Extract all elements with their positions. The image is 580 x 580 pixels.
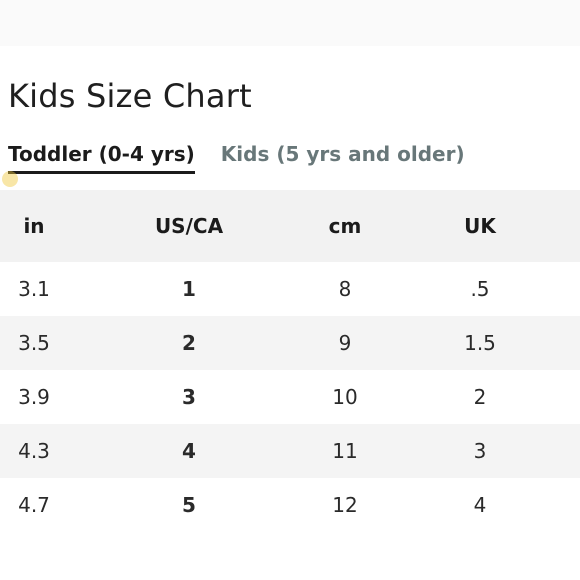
page-title: Kids Size Chart [8, 77, 252, 115]
table-row: 4.7 5 12 4 [0, 478, 580, 532]
cell-us-ca: 5 [182, 493, 196, 517]
table-row: 3.1 1 8 .5 [0, 262, 580, 316]
cell-cm: 10 [332, 385, 358, 409]
tab-toddler[interactable]: Toddler (0-4 yrs) [8, 140, 195, 174]
cell-us-ca: 1 [182, 277, 196, 301]
cell-cm: 12 [332, 493, 358, 517]
tap-indicator [2, 171, 18, 187]
header-cm: cm [328, 214, 362, 238]
cell-uk: 3 [473, 439, 487, 463]
cell-cm: 11 [332, 439, 358, 463]
cell-uk: 1.5 [464, 331, 496, 355]
cell-us-ca: 2 [182, 331, 196, 355]
cell-in: 3.5 [18, 331, 50, 355]
cell-in: 4.7 [18, 493, 50, 517]
header-us-ca: US/CA [154, 214, 224, 238]
table-row: 4.3 4 11 3 [0, 424, 580, 478]
table-row: 3.9 3 10 2 [0, 370, 580, 424]
cell-in: 3.9 [18, 385, 50, 409]
cell-in: 4.3 [18, 439, 50, 463]
cell-us-ca: 4 [182, 439, 196, 463]
cell-uk: .5 [470, 277, 490, 301]
cell-uk: 2 [473, 385, 487, 409]
cell-cm: 8 [338, 277, 352, 301]
table-row: 3.5 2 9 1.5 [0, 316, 580, 370]
cell-in: 3.1 [18, 277, 50, 301]
cell-uk: 4 [473, 493, 487, 517]
table-header-row: in US/CA cm UK [0, 190, 580, 262]
cell-us-ca: 3 [182, 385, 196, 409]
size-tabs: Toddler (0-4 yrs) Kids (5 yrs and older) [8, 140, 465, 174]
cell-cm: 9 [338, 331, 352, 355]
top-shade [0, 0, 580, 46]
size-table: in US/CA cm UK 3.1 1 8 .5 3.5 2 9 1.5 3.… [0, 190, 580, 532]
header-in: in [23, 214, 45, 238]
tab-kids[interactable]: Kids (5 yrs and older) [220, 142, 465, 166]
header-uk: UK [464, 214, 496, 238]
